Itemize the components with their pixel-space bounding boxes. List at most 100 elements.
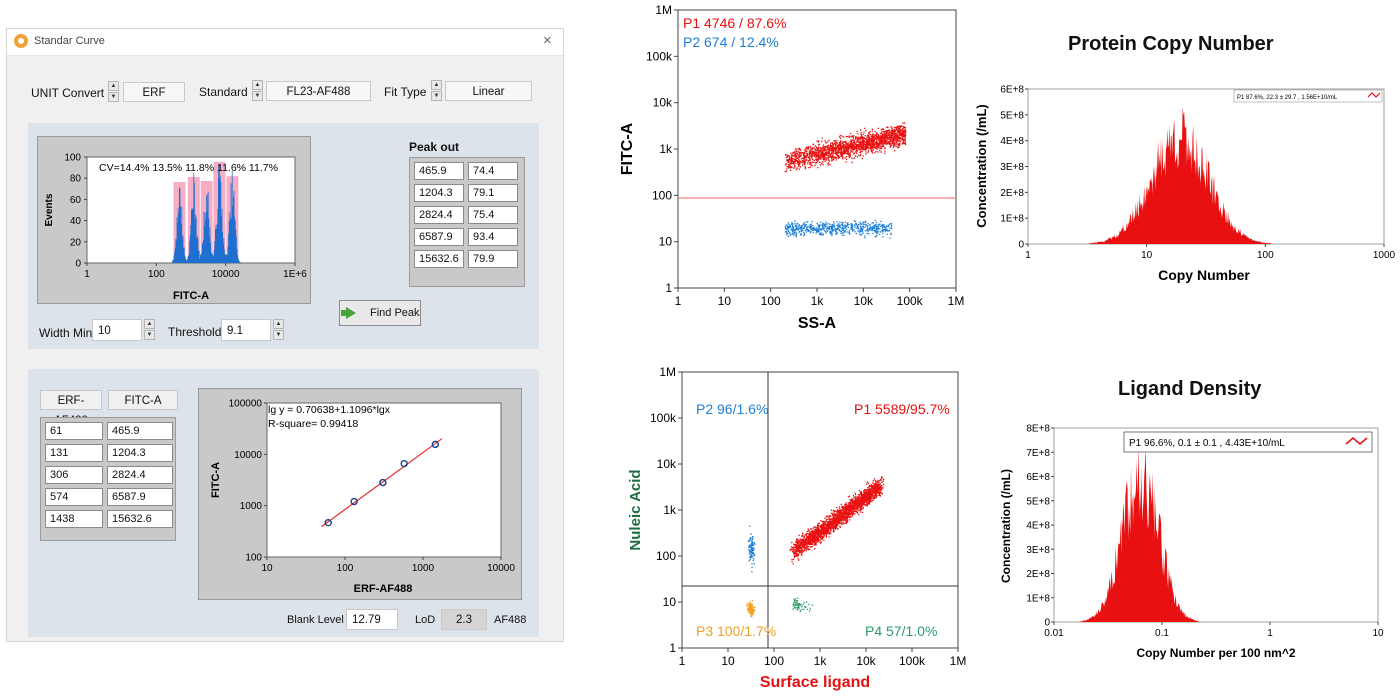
width-min-input[interactable]: 10 [92,319,142,341]
y-tick-label: 10 [663,595,677,609]
standard-table-row: 131 1204.3 [45,444,175,462]
y-tick-label: 0 [1044,618,1050,629]
fit-type-spinner[interactable]: ▲ ▼ [431,80,442,102]
table-cell: 75.4 [468,206,518,224]
y-tick-label: 10k [653,96,673,110]
table-cell: 1438 [45,510,103,528]
fit-y-tick-label: 100 [245,553,262,564]
fit-x-tick-label: 10000 [487,563,515,574]
table-cell: 1204.3 [414,184,464,202]
hist2-y-label: Concentration (/mL) [999,469,1013,583]
scatter1-p1-label: P1 4746 / 87.6% [683,15,787,31]
peak-finding-panel: 100 80 60 40 20 0 1 100 10000 1E+6 CV=14.4% 13.5… [28,123,539,349]
y-tick-label: 3E+8 [1026,545,1050,556]
x-tick-label: 1 [1267,628,1273,639]
standard-value-field[interactable]: FL23-AF488 [266,81,371,101]
peak-out-row: 6587.9 93.4 [414,228,524,246]
hist-y-tick-label: 0 [75,259,81,270]
scatter1-y-label: FITC-A [619,122,636,175]
calibration-panel: ERF-AF488 FITC-A 61465.91311204.33062824… [28,369,539,637]
standard-curve-window: Standar Curve × UNIT Convert ▲ ▼ ERF Stan… [6,28,564,642]
p3-events [745,600,756,618]
histogram-bars [171,164,241,263]
peak-out-row: 1204.3 79.1 [414,184,524,202]
arrow-head [346,307,356,319]
protein-copy-histogram: 6E+8 5E+8 4E+8 3E+8 2E+8 1E+8 01 10 100 1000 P1 8… [974,85,1396,284]
table-cell: 306 [45,466,103,484]
width-min-spinner[interactable]: ▲ ▼ [144,319,155,341]
p4-events [792,597,814,613]
p2-events [747,525,756,573]
table-cell: 61 [45,422,103,440]
y-tick-label: 100k [646,49,673,63]
fitc-ssa-scatter-plot: 11 10 10 100 100 1k 1k 10k 10k 100k 100k 1M 1M P1 47… [619,3,965,332]
x-tick-label: 0.01 [1044,628,1064,639]
fit-x-tick-label: 100 [337,563,354,574]
hist2-legend-box [1123,431,1373,453]
blank-level-input[interactable]: 12.79 [346,609,398,630]
x-tick-label: 1k [811,294,825,308]
threshold-input[interactable]: 9.1 [221,319,271,341]
lod-unit: AF488 [494,614,527,626]
histogram-fill [1054,445,1378,622]
x-tick-label: 1k [814,654,828,668]
peak-out-table: 465.9 74.4 1204.3 79.1 2824.4 75.4 6587.9 93.4 1… [409,157,525,287]
lod-label: LoD [415,614,436,626]
table-cell: 465.9 [107,422,173,440]
unit-spinner[interactable]: ▲ ▼ [108,81,119,103]
scatter1-p2-label: P2 674 / 12.4% [683,34,779,50]
y-tick-label: 100 [656,549,676,563]
x-tick-label: 1M [948,294,965,308]
fit-chart-frame: 100000 10000 1000 100 10 100 1000 10000 lg y = … [198,388,522,600]
fit-type-label: Fit Type [384,85,427,99]
y-tick-label: 1M [659,365,676,379]
standard-table: 61 465.9 131 1204.3 306 2824.4 574 6587.9 1438 15… [40,417,176,541]
table-cell: 79.1 [468,184,518,202]
find-peak-label: Find Peak [370,307,420,319]
y-tick-label: 1k [663,503,677,517]
table-cell: 131 [45,444,103,462]
fit-y-tick-label: 100000 [229,399,263,410]
y-tick-label: 1 [665,281,672,295]
ligand-density-histogram: 8E+8 7E+8 6E+8 5E+8 4E+8 3E+8 2E+8 1E+8 00.01 0.1… [999,424,1384,661]
fit-x-tick-label: 1000 [412,563,435,574]
y-tick-label: 2E+8 [1000,188,1024,199]
standard-spinner[interactable]: ▲ ▼ [252,80,263,102]
fit-y-tick-label: 1000 [240,501,263,512]
hist1-legend-text: P1 87.6%, 22.3 ± 29.7 , 1.56E+10/mL [1237,95,1338,101]
ligand-density-title: Ligand Density [1118,378,1262,400]
fitc-histogram-chart: 100 80 60 40 20 0 1 100 10000 1E+6 CV=14.4% 13.5… [44,153,307,303]
y-tick-label: 100k [650,411,677,425]
hist2-legend-swatch [1345,436,1368,446]
hist-y-tick-label: 60 [70,195,82,206]
x-tick-label: 10k [856,654,876,668]
arrow-right-icon [341,310,348,316]
p1-events [789,476,885,565]
threshold-label: Threshold [168,325,222,339]
x-tick-label: 1M [950,654,967,668]
scatter2-y-label: Nuleic Acid [627,469,644,550]
y-tick-label: 1k [659,142,673,156]
fit-x-tick-label: 10 [261,563,273,574]
close-icon[interactable]: × [543,32,552,49]
table-cell: 6587.9 [107,488,173,506]
table-cell: 574 [45,488,103,506]
calibration-point [350,497,358,506]
unit-convert-label: UNIT Convert [31,86,105,100]
x-tick-label: 100 [761,294,781,308]
blank-level-label: Blank Level [287,614,344,626]
hist1-legend-swatch [1367,92,1381,98]
unit-value-field[interactable]: ERF [123,82,185,102]
x-tick-label: 1 [1025,250,1031,261]
peak-out-title: Peak out [409,140,460,154]
title-bar: Standar Curve × [7,29,563,56]
calibration-point [379,478,387,487]
fit-type-value-field[interactable]: Linear [445,81,532,101]
table-cell: 2824.4 [107,466,173,484]
calibration-point [400,459,408,468]
hist-x-tick-label: 100 [148,269,165,280]
find-peak-button[interactable]: Find Peak [339,300,421,326]
y-tick-label: 8E+8 [1026,424,1050,435]
threshold-spinner[interactable]: ▲ ▼ [273,319,284,341]
hist-y-tick-label: 100 [64,153,81,164]
